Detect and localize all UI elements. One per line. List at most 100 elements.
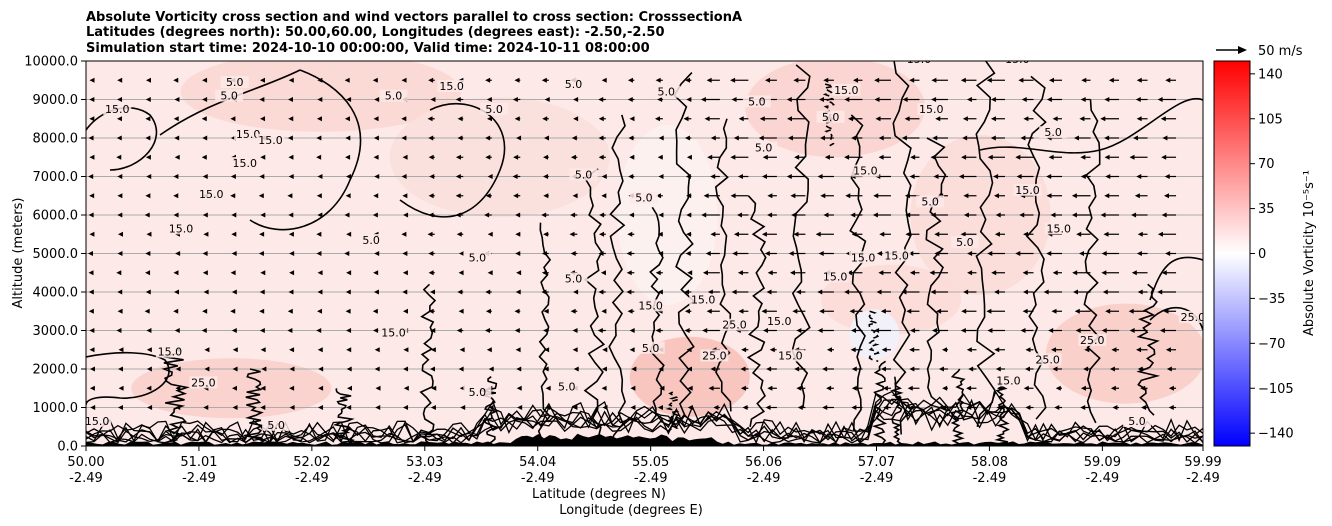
x-tick-label-latitude: 51.01	[180, 455, 217, 470]
wind-vector-head	[930, 289, 936, 295]
x-tick-label-latitude: 57.07	[858, 455, 895, 470]
wind-vector-head	[1049, 77, 1055, 83]
contour-label-bg	[379, 89, 408, 102]
wind-vector-head	[901, 135, 907, 141]
wind-vector-head	[1129, 154, 1135, 160]
wind-vector-head	[573, 116, 579, 122]
wind-vector-head	[958, 174, 964, 179]
wind-vector-head	[316, 135, 322, 141]
contour-label: 15.0	[236, 128, 261, 141]
quiver-key-arrowhead	[1238, 46, 1247, 54]
wind-vector-head	[487, 174, 493, 179]
contour-label: 5.0	[565, 272, 583, 285]
contour-label: 5.0	[565, 78, 583, 91]
wind-vector-head	[346, 385, 352, 391]
wind-vector-head	[1104, 135, 1110, 141]
wind-vector-head	[933, 174, 939, 179]
contour-label: 15.0	[85, 415, 110, 428]
wind-vector-head	[117, 231, 123, 237]
contour-label: 25.0	[1181, 311, 1206, 324]
wind-vector-head	[1080, 97, 1086, 102]
wind-vector-head	[429, 289, 435, 295]
wind-vector-head	[1105, 308, 1111, 314]
contour-label-bg	[1123, 414, 1152, 427]
wind-vector-head	[344, 77, 350, 83]
contour-label-bg	[916, 195, 945, 208]
wind-vector-head	[260, 77, 266, 83]
wind-vector-head	[202, 77, 208, 83]
contour-label: 15.0	[105, 103, 130, 116]
wind-vector-head	[373, 116, 379, 122]
contour-label-bg	[1039, 126, 1068, 139]
wind-vector-head	[934, 251, 940, 256]
wind-vector-head	[1046, 97, 1052, 102]
wind-vector-head	[174, 97, 180, 102]
wind-vector-head	[793, 77, 799, 83]
wind-vector-head	[1080, 405, 1086, 410]
wind-vector-head	[963, 212, 969, 218]
wind-vector-head	[790, 193, 796, 199]
wind-vector-head	[1079, 116, 1085, 122]
wind-vector-head	[345, 154, 351, 160]
wind-vector-head	[1021, 97, 1027, 102]
wind-vector-head	[910, 154, 916, 160]
wind-vector-head	[515, 231, 521, 237]
wind-vector-head	[769, 347, 775, 353]
wind-vector-head	[963, 289, 969, 295]
contour-label-bg	[652, 85, 681, 98]
wind-vector-head	[1165, 347, 1171, 353]
contour-label: 5.0	[469, 386, 487, 399]
wind-vector-head	[231, 212, 237, 218]
wind-vector-head	[765, 405, 771, 410]
wind-vector-head	[909, 270, 915, 276]
wind-vector-head	[89, 347, 95, 353]
wind-vector-head	[880, 366, 886, 372]
wind-vector-head	[601, 174, 607, 179]
wind-vector-head	[713, 405, 719, 410]
wind-vector-head	[345, 308, 351, 314]
wind-vector-head	[1079, 251, 1085, 256]
contour-label-bg	[700, 349, 729, 362]
wind-vector-head	[145, 289, 151, 295]
wind-vector-head	[173, 116, 179, 122]
wind-vector-head	[542, 116, 548, 122]
contour-label-bg	[904, 61, 933, 65]
wind-vector-head	[707, 154, 713, 160]
contour-line	[714, 118, 732, 412]
wind-vector-head	[485, 154, 491, 160]
colorbar-tick-label: 140	[1258, 67, 1283, 82]
wind-vector-head	[930, 212, 936, 218]
wind-vector-head	[794, 154, 800, 160]
wind-vector-head	[317, 97, 323, 102]
wind-vector-head	[658, 174, 664, 179]
contour-line	[583, 168, 606, 446]
wind-vector-head	[1103, 231, 1109, 237]
wind-vector-head	[702, 270, 708, 276]
contour-label-bg	[776, 349, 805, 362]
wind-vector-head	[146, 231, 152, 237]
wind-vector-head	[851, 385, 857, 391]
x-tick-label-longitude: -2.49	[1086, 471, 1120, 486]
wind-vector-head	[880, 308, 886, 314]
wind-vector-head	[906, 308, 912, 314]
wind-vector-head	[628, 135, 634, 141]
wind-vector-head	[316, 251, 322, 256]
wind-vector-head	[1132, 135, 1138, 141]
wind-vector-head	[487, 270, 493, 276]
wind-vector-head	[88, 308, 94, 314]
contour-label-bg	[357, 233, 386, 246]
wind-vector-head	[851, 405, 857, 410]
wind-vector-head	[317, 270, 323, 276]
terrain-contour	[86, 392, 1203, 445]
wind-vector-head	[599, 231, 605, 237]
wind-vector-head	[145, 97, 151, 102]
wind-vector-head	[346, 97, 352, 102]
wind-vector-head	[1159, 328, 1165, 333]
x-tick-label-longitude: -2.49	[973, 471, 1007, 486]
contour-label-bg	[720, 318, 749, 331]
wind-vector-head	[686, 154, 692, 160]
x-tick-label-latitude: 55.05	[632, 455, 669, 470]
wind-vector-head	[844, 289, 850, 295]
x-tick-label-latitude: 56.06	[745, 455, 782, 470]
wind-vector-head	[1048, 154, 1054, 160]
